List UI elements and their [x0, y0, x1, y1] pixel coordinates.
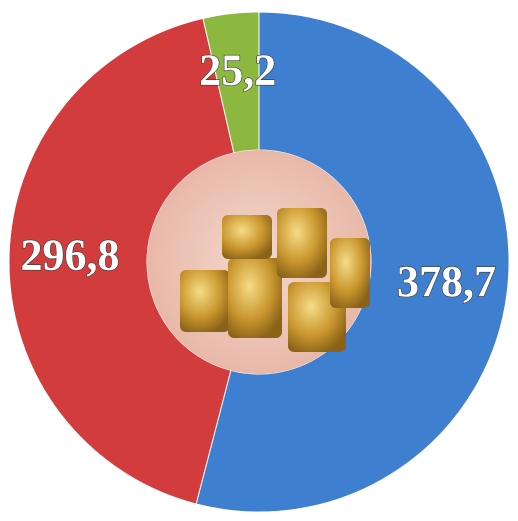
- center-image: [147, 150, 371, 374]
- data-label: 25,2: [199, 45, 276, 94]
- data-label: 378,7: [397, 257, 496, 306]
- labels: 378,7 296,8 25,2: [20, 45, 497, 307]
- data-label: 296,8: [21, 230, 120, 279]
- wedges: [8, 11, 510, 513]
